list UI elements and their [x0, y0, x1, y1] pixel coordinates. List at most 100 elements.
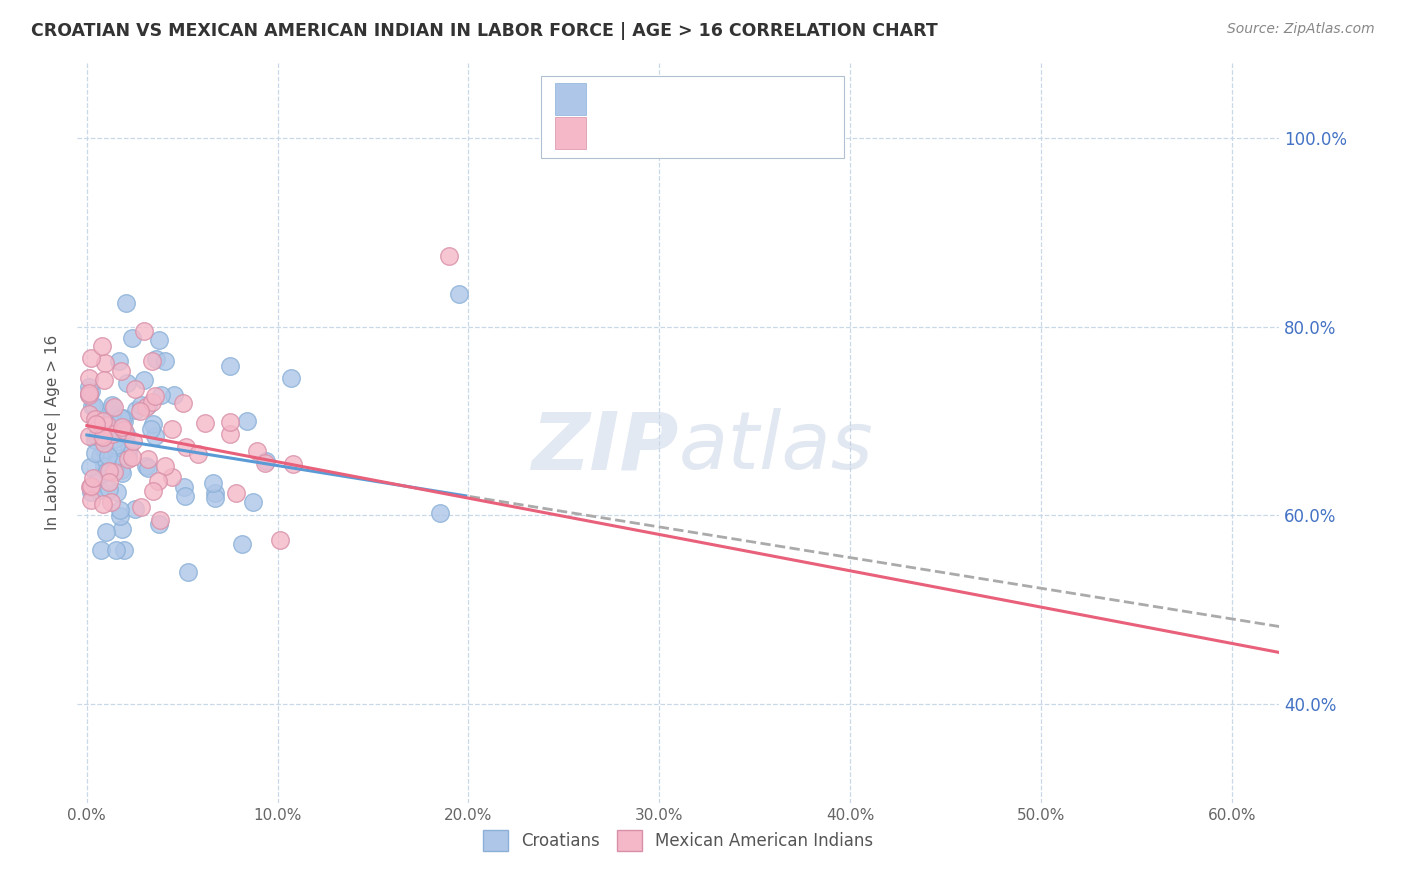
- Point: [139, 421, 162, 435]
- Text: -0.298: -0.298: [626, 87, 685, 104]
- Point: [115, 296, 138, 310]
- Point: [254, 453, 277, 467]
- Point: [129, 500, 152, 514]
- Point: [84, 417, 107, 431]
- Point: [132, 325, 155, 339]
- Point: [236, 414, 259, 428]
- Point: [218, 359, 240, 373]
- Point: [98, 475, 121, 489]
- Point: [77, 388, 100, 402]
- Point: [194, 416, 217, 430]
- Point: [135, 401, 157, 415]
- Point: [94, 443, 117, 458]
- Point: [204, 486, 226, 500]
- Point: [93, 442, 115, 457]
- Point: [122, 434, 145, 448]
- Point: [90, 542, 112, 557]
- Point: [118, 440, 141, 454]
- Point: [96, 464, 118, 478]
- Point: [149, 513, 172, 527]
- Point: [84, 412, 107, 426]
- Point: [80, 399, 103, 413]
- Point: [89, 449, 111, 463]
- Point: [90, 431, 112, 445]
- Text: Source: ZipAtlas.com: Source: ZipAtlas.com: [1227, 22, 1375, 37]
- Point: [121, 450, 143, 464]
- Point: [77, 371, 100, 385]
- Text: R =: R =: [595, 87, 631, 104]
- Point: [429, 507, 451, 521]
- Point: [101, 427, 124, 442]
- Point: [115, 376, 138, 390]
- Text: ZIP: ZIP: [531, 409, 679, 486]
- Point: [111, 466, 134, 480]
- Point: [100, 494, 122, 508]
- Point: [160, 421, 183, 435]
- Point: [100, 398, 122, 412]
- Point: [80, 384, 103, 398]
- Point: [80, 478, 103, 492]
- Point: [1192, 833, 1215, 847]
- Point: [132, 373, 155, 387]
- Text: R =: R =: [595, 120, 631, 138]
- Point: [110, 364, 132, 378]
- Point: [136, 452, 159, 467]
- Point: [91, 414, 114, 428]
- Point: [79, 485, 101, 500]
- Point: [111, 420, 134, 434]
- Point: [98, 414, 121, 428]
- Point: [112, 414, 135, 428]
- Point: [103, 465, 125, 479]
- Point: [129, 398, 152, 412]
- Point: [136, 398, 159, 412]
- Point: [242, 494, 264, 508]
- Point: [79, 460, 101, 475]
- Point: [281, 458, 304, 472]
- Point: [135, 459, 157, 474]
- Point: [96, 422, 118, 436]
- Point: [176, 440, 198, 454]
- Legend: Croatians, Mexican American Indians: Croatians, Mexican American Indians: [477, 823, 880, 857]
- Point: [117, 452, 139, 467]
- Point: [153, 354, 176, 368]
- Point: [91, 498, 114, 512]
- Point: [225, 486, 247, 500]
- Point: [280, 371, 302, 385]
- Point: [104, 542, 127, 557]
- Point: [142, 484, 165, 499]
- Point: [108, 509, 131, 524]
- Point: [107, 426, 129, 441]
- Point: [104, 437, 127, 451]
- Point: [141, 395, 163, 409]
- Point: [141, 354, 163, 368]
- Point: [96, 418, 118, 433]
- Point: [80, 351, 103, 366]
- Point: [163, 388, 186, 402]
- Point: [100, 409, 122, 423]
- Point: [105, 485, 128, 500]
- Point: [176, 565, 198, 579]
- Text: 61: 61: [733, 120, 755, 138]
- Point: [219, 415, 242, 429]
- Point: [112, 543, 135, 558]
- Point: [172, 396, 194, 410]
- Point: [439, 249, 461, 263]
- Text: atlas: atlas: [679, 409, 873, 486]
- Point: [77, 380, 100, 394]
- Y-axis label: In Labor Force | Age > 16: In Labor Force | Age > 16: [45, 335, 62, 530]
- Point: [105, 457, 128, 471]
- Point: [111, 411, 134, 425]
- Text: N =: N =: [690, 120, 738, 138]
- Point: [108, 502, 131, 516]
- Point: [86, 429, 108, 443]
- Point: [87, 483, 110, 497]
- Point: [145, 351, 167, 366]
- Point: [82, 471, 104, 485]
- Point: [77, 387, 100, 401]
- Point: [447, 286, 470, 301]
- Text: -0.363: -0.363: [626, 120, 685, 138]
- Text: CROATIAN VS MEXICAN AMERICAN INDIAN IN LABOR FORCE | AGE > 16 CORRELATION CHART: CROATIAN VS MEXICAN AMERICAN INDIAN IN L…: [31, 22, 938, 40]
- Point: [146, 474, 169, 488]
- Point: [90, 428, 112, 442]
- Point: [77, 407, 100, 421]
